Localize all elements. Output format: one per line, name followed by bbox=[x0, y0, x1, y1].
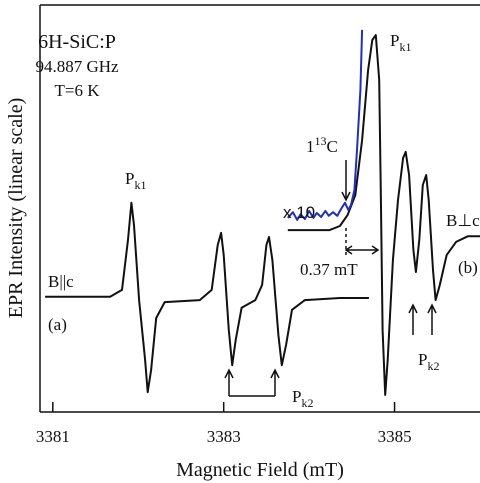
annotation: Pk1 bbox=[125, 169, 146, 192]
annotation-part: k1 bbox=[399, 40, 411, 54]
annotation-part: P bbox=[125, 169, 134, 188]
annotation: B⊥c bbox=[446, 211, 480, 230]
x-tick-label: 3383 bbox=[207, 427, 241, 446]
annotation-part: (b) bbox=[458, 258, 478, 277]
annotation-part: B⊥c bbox=[446, 211, 480, 230]
annotation-part: k2 bbox=[301, 396, 313, 410]
annotation: 0.37 mT bbox=[300, 260, 358, 279]
y-axis-label: EPR Intensity (linear scale) bbox=[5, 98, 27, 319]
x-tick-label: 3385 bbox=[378, 427, 412, 446]
annotation: 113C bbox=[306, 134, 338, 156]
annotation-part: (a) bbox=[48, 315, 67, 334]
annotation: Pk1 bbox=[390, 31, 411, 54]
sample-info: 6H-SiC:P bbox=[38, 31, 116, 53]
annotation: (b) bbox=[458, 258, 478, 277]
annotation-part: P bbox=[292, 387, 301, 406]
annotation-part: k2 bbox=[427, 359, 439, 373]
spectrum-line bbox=[287, 34, 480, 396]
annotation-part: x 10 bbox=[283, 203, 315, 222]
split-arrow bbox=[344, 245, 380, 255]
annotation-part: P bbox=[418, 350, 427, 369]
arrows bbox=[224, 160, 437, 397]
sample-info: 94.887 GHz bbox=[35, 57, 119, 76]
annotation-part: 13 bbox=[315, 134, 327, 148]
annotation: B||c bbox=[48, 272, 74, 291]
spectrum-line bbox=[45, 201, 369, 394]
annotation-part: 0.37 mT bbox=[300, 260, 358, 279]
annotation-part: k1 bbox=[134, 178, 146, 192]
annotation-part: C bbox=[327, 137, 338, 156]
annotation-part: P bbox=[390, 31, 399, 50]
c13-arrow bbox=[341, 160, 351, 202]
pk2-arrows-b bbox=[408, 303, 437, 335]
annotation: x 10 bbox=[283, 203, 315, 222]
x-axis-label: Magnetic Field (mT) bbox=[176, 459, 344, 481]
sample-info: T=6 K bbox=[55, 81, 101, 100]
annotation: Pk2 bbox=[418, 350, 439, 373]
annotation: (a) bbox=[48, 315, 67, 334]
spectrum-line bbox=[287, 29, 364, 221]
annotation-part: B||c bbox=[48, 272, 74, 291]
annotation-part: 1 bbox=[306, 137, 315, 156]
pk2-arrows-a bbox=[224, 368, 280, 397]
x-tick-label: 3381 bbox=[36, 427, 70, 446]
annotation: Pk2 bbox=[292, 387, 313, 410]
